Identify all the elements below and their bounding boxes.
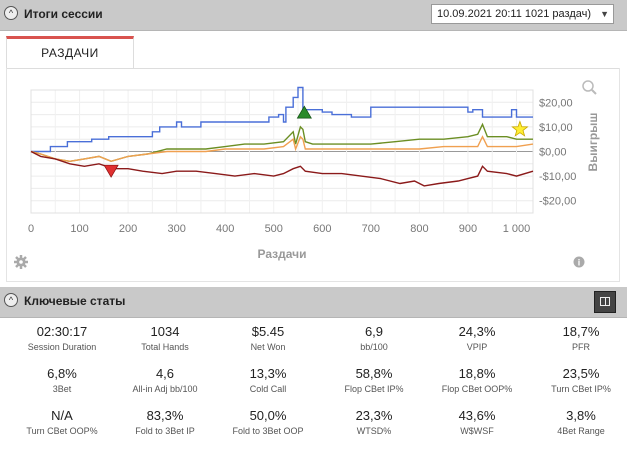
stat-cell: 43,6% W$WSF — [425, 408, 529, 436]
collapse-chevron-icon[interactable]: ^ — [4, 6, 18, 20]
stat-cell: 1034 Total Hands — [113, 324, 217, 352]
chevron-down-icon: ▼ — [600, 9, 609, 19]
x-axis-label: Раздачи — [258, 247, 307, 261]
stat-value: 24,3% — [458, 324, 496, 339]
stat-value: $5.45 — [251, 324, 285, 339]
tab-bar: РАЗДАЧИ — [6, 36, 620, 69]
stat-label: 3Bet — [52, 384, 72, 394]
stat-label: bb/100 — [360, 342, 388, 352]
session-summary-header: ^ Итоги сессии 10.09.2021 20:11 1021 раз… — [0, 0, 627, 31]
x-tick-label: 800 — [410, 223, 428, 235]
x-tick-label: 100 — [70, 223, 88, 235]
stat-cell: 58,8% Flop CBet IP% — [322, 366, 426, 394]
stat-label: Total Hands — [141, 342, 189, 352]
stat-cell: 18,7% PFR — [529, 324, 627, 352]
stat-label: Flop CBet IP% — [344, 384, 404, 394]
x-tick-label: 900 — [459, 223, 477, 235]
y-tick-label: $20,00 — [539, 97, 573, 109]
chart-panel: 0 100 200 300 400 500 600 700 800 900 1 000 $20,00… — [6, 68, 620, 282]
stat-value: 18,8% — [458, 366, 496, 381]
min-marker-icon — [103, 164, 119, 178]
key-stats-header: ^ Ключевые статы — [0, 287, 627, 318]
stat-cell: 6,9 bb/100 — [322, 324, 426, 352]
zoom-icon[interactable] — [582, 80, 597, 95]
stat-label: Flop CBet OOP% — [441, 384, 513, 394]
stat-label: Turn CBet IP% — [551, 384, 611, 394]
x-tick-label: 600 — [313, 223, 331, 235]
stat-value: 4,6 — [155, 366, 175, 381]
stat-cell: 50,0% Fold to 3Bet OOP — [216, 408, 320, 436]
stat-value: 6,8% — [47, 366, 77, 381]
stat-label: WTSD% — [356, 426, 392, 436]
x-tick-label: 300 — [167, 223, 185, 235]
tab-hands[interactable]: РАЗДАЧИ — [6, 36, 134, 68]
svg-text:i: i — [578, 258, 581, 268]
stat-label: All-in Adj bb/100 — [132, 384, 198, 394]
profit-chart: 0 100 200 300 400 500 600 700 800 900 1 000 $20,00… — [14, 80, 600, 269]
series-line-3 — [30, 135, 534, 163]
stat-cell: 18,8% Flop CBet OOP% — [425, 366, 529, 394]
y-tick-label: $10,00 — [539, 122, 573, 134]
stat-value: 43,6% — [458, 408, 496, 423]
session-selector[interactable]: 10.09.2021 20:11 1021 раздач) ▼ — [431, 4, 614, 24]
stat-label: PFR — [572, 342, 590, 352]
stat-cell: 6,8% 3Bet — [10, 366, 114, 394]
session-summary-title: Итоги сессии — [24, 7, 103, 21]
stat-value: 13,3% — [249, 366, 287, 381]
collapse-chevron-icon[interactable]: ^ — [4, 293, 18, 307]
stat-label: W$WSF — [460, 426, 494, 436]
y-tick-label: $0,00 — [539, 147, 567, 159]
stat-label: Fold to 3Bet IP — [135, 426, 195, 436]
series-line-1 — [31, 86, 533, 153]
expand-panel-icon[interactable] — [594, 291, 616, 313]
stat-cell: 83,3% Fold to 3Bet IP — [113, 408, 217, 436]
stat-label: Net Won — [250, 342, 286, 352]
stat-label: VPIP — [466, 342, 488, 352]
stat-cell: 02:30:17 Session Duration — [10, 324, 114, 352]
stat-value: 50,0% — [249, 408, 287, 423]
x-tick-label: 200 — [119, 223, 137, 235]
stat-cell: N/A Turn CBet OOP% — [10, 408, 114, 436]
stat-value: 83,3% — [146, 408, 184, 423]
gear-icon[interactable] — [14, 255, 28, 269]
stat-label: Session Duration — [27, 342, 97, 352]
stat-value: 3,8% — [566, 408, 596, 423]
x-tick-label: 400 — [216, 223, 234, 235]
stat-cell: 24,3% VPIP — [425, 324, 529, 352]
x-tick-label: 500 — [265, 223, 283, 235]
stat-value: 58,8% — [355, 366, 393, 381]
y-tick-label: -$20,00 — [539, 196, 576, 208]
stat-value: 18,7% — [562, 324, 600, 339]
x-tick-label: 1 000 — [503, 223, 531, 235]
series-line-2 — [30, 122, 533, 163]
stat-label: Cold Call — [249, 384, 287, 394]
stat-cell: 13,3% Cold Call — [216, 366, 320, 394]
key-stats-title: Ключевые статы — [24, 294, 126, 308]
stat-value: N/A — [51, 408, 73, 423]
max-marker-icon — [296, 105, 312, 119]
stat-cell: 23,5% Turn CBet IP% — [529, 366, 627, 394]
info-icon[interactable]: i — [573, 256, 585, 268]
stat-value: 23,3% — [355, 408, 393, 423]
star-marker-icon — [511, 120, 529, 137]
x-tick-label: 0 — [28, 223, 34, 235]
x-tick-label: 700 — [362, 223, 380, 235]
stat-cell: 4,6 All-in Adj bb/100 — [113, 366, 217, 394]
stat-value: 6,9 — [364, 324, 384, 339]
stat-cell: $5.45 Net Won — [216, 324, 320, 352]
stat-value: 23,5% — [562, 366, 600, 381]
stat-label: Fold to 3Bet OOP — [232, 426, 304, 436]
stat-label: 4Bet Range — [557, 426, 605, 436]
stat-cell: 3,8% 4Bet Range — [529, 408, 627, 436]
session-selector-value: 10.09.2021 20:11 1021 раздач) — [437, 8, 592, 20]
stat-label: Turn CBet OOP% — [26, 426, 98, 436]
stat-value: 02:30:17 — [36, 324, 88, 339]
y-tick-label: -$10,00 — [539, 171, 576, 183]
y-axis-label: Выигрыш — [586, 113, 600, 172]
stat-cell: 23,3% WTSD% — [322, 408, 426, 436]
stat-value: 1034 — [150, 324, 180, 339]
